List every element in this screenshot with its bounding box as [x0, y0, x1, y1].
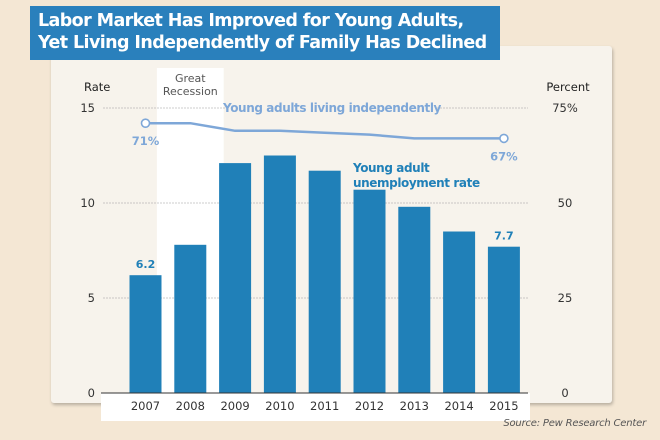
x-axis-band: [101, 393, 530, 421]
bar-series-label-line2: unemployment rate: [353, 176, 480, 190]
source-note: Source: Pew Research Center: [503, 418, 646, 429]
x-tick-label: 2015: [489, 399, 518, 413]
x-tick-label: 2009: [220, 399, 249, 413]
bar-2010: [263, 155, 296, 393]
bar-2009: [219, 163, 252, 393]
left-tick-label: 0: [88, 386, 95, 400]
title-banner: Labor Market Has Improved for Young Adul…: [30, 6, 500, 60]
bar-2007: [129, 275, 162, 393]
bar-2014: [443, 231, 476, 393]
x-tick-label: 2012: [355, 399, 384, 413]
right-tick-label: 25: [558, 291, 573, 305]
x-tick-label: 2013: [400, 399, 429, 413]
x-tick-label: 2007: [131, 399, 160, 413]
x-tick-label: 2014: [444, 399, 473, 413]
bar-2012: [353, 189, 386, 393]
left-tick-label: 10: [80, 196, 95, 210]
bar-2013: [398, 206, 431, 393]
recession-label-line2: Recession: [163, 85, 218, 98]
recession-label-line1: Great: [175, 72, 206, 85]
x-tick-label: 2011: [310, 399, 339, 413]
chart-title-line1: Labor Market Has Improved for Young Adul…: [38, 11, 464, 31]
chart-title-line2: Yet Living Independently of Family Has D…: [38, 33, 487, 53]
left-tick-label: 5: [88, 291, 95, 305]
left-axis-title: Rate: [84, 80, 110, 94]
right-axis-title: Percent: [546, 80, 590, 94]
right-tick-label: 50: [558, 196, 573, 210]
bar-2015: [487, 246, 520, 393]
left-tick-label: 15: [80, 101, 95, 115]
x-tick-label: 2010: [265, 399, 294, 413]
bar-value-label: 7.7: [494, 230, 514, 243]
bar-2008: [174, 244, 207, 393]
bar-2011: [308, 170, 341, 393]
line-series-path: [145, 121, 504, 140]
line-value-label: 71%: [132, 134, 160, 148]
line-endpoint-marker: [140, 118, 151, 128]
line-endpoint-marker: [499, 133, 509, 144]
bar-series-label-line1: Young adult: [352, 161, 430, 175]
x-tick-label: 2008: [176, 399, 205, 413]
right-tick-label: 0: [561, 386, 568, 400]
right-tick-label: 75%: [552, 101, 578, 115]
line-value-label: 67%: [490, 149, 518, 163]
line-series-label: Young adults living independently: [222, 101, 442, 115]
bar-value-label: 6.2: [136, 258, 156, 271]
